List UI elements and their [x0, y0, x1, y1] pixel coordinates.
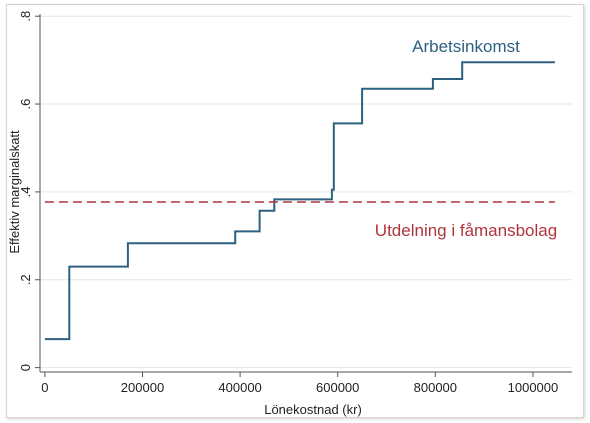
grid-lines: [40, 15, 572, 369]
series-line-0: [44, 61, 555, 341]
y-tick-label-2: .4: [18, 186, 33, 197]
chart-frame: [6, 4, 584, 418]
axes: [39, 14, 572, 373]
x-axis-title: Lönekostnad (kr): [264, 402, 362, 417]
x-tick-label-4: 800000: [414, 380, 457, 395]
x-tick-label-2: 400000: [218, 380, 261, 395]
x-tick-label-5: 1000000: [508, 380, 559, 395]
y-axis-ticks: 0 .2 .4 .6 .8: [18, 11, 40, 371]
y-tick-label-1: .2: [18, 274, 33, 285]
x-tick-label-1: 200000: [121, 380, 164, 395]
x-tick-label-0: 0: [41, 380, 48, 395]
y-axis-title: Effektiv marginalskatt: [7, 130, 22, 254]
series-lines: [44, 61, 555, 341]
y-tick-label-3: .6: [18, 99, 33, 110]
annotation-arbetsinkomst: Arbetsinkomst: [412, 37, 520, 56]
annotation-utdelning: Utdelning i fåmansbolag: [375, 221, 557, 240]
y-tick-label-4: .8: [18, 11, 33, 22]
y-tick-label-0: 0: [18, 364, 33, 371]
x-axis-ticks: 0 200000 400000 600000 800000 1000000: [41, 372, 558, 395]
x-tick-label-3: 600000: [316, 380, 359, 395]
